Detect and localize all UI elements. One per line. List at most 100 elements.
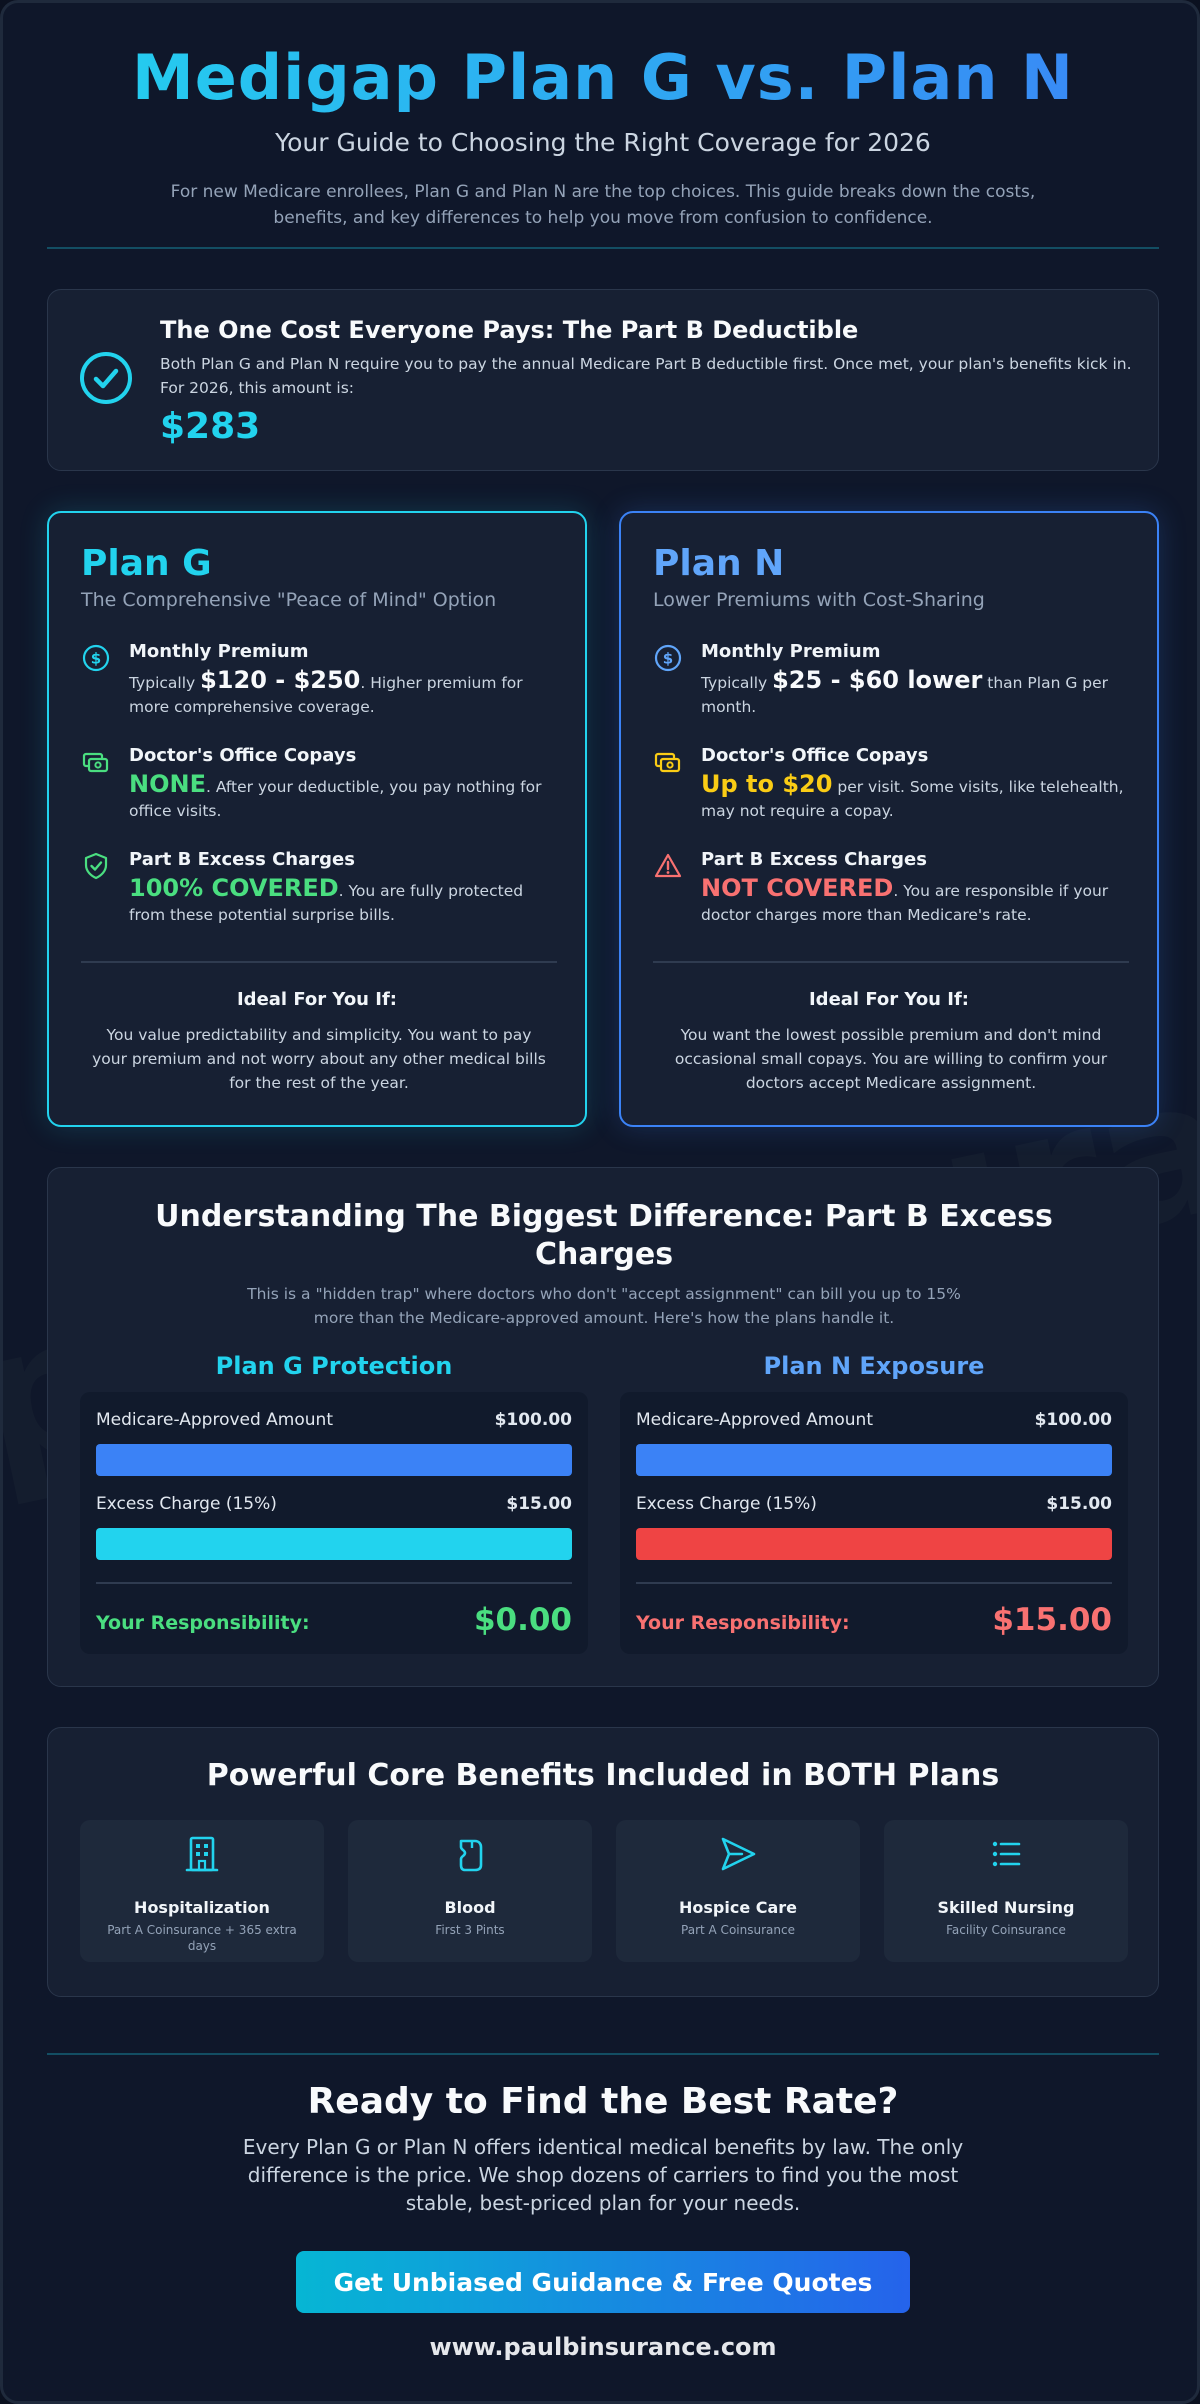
- deductible-heading: The One Cost Everyone Pays: The Part B D…: [160, 316, 859, 344]
- benefit-name: Hospitalization: [134, 1898, 270, 1917]
- plan-g-protection-title: Plan G Protection: [215, 1352, 453, 1380]
- plan-n-excess-row: Excess Charge (15%) $15.00: [636, 1494, 1112, 1514]
- plan-g-excess-bar: [96, 1528, 572, 1560]
- benefit-name: Skilled Nursing: [937, 1898, 1075, 1917]
- plan-n-approved-bar: [636, 1444, 1112, 1476]
- plan-g-approved-row: Medicare-Approved Amount $100.00: [96, 1410, 572, 1430]
- cta-divider: [47, 2053, 1159, 2055]
- benefit-tile-hospitalization: Hospitalization Part A Coinsurance + 365…: [80, 1820, 324, 1962]
- plan-g-copays-post: . After your deductible, you pay nothing…: [129, 778, 542, 820]
- plan-g-copays: Doctor's Office Copays NONE. After your …: [81, 745, 561, 823]
- deductible-text: Both Plan G and Plan N require you to pa…: [160, 355, 1132, 397]
- plan-g-excess-value: 100% COVERED: [129, 874, 339, 902]
- plan-n-excess-bar: [636, 1528, 1112, 1560]
- plan-n-excess-label: Excess Charge (15%): [636, 1494, 817, 1514]
- plan-g-resp-label: Your Responsibility:: [96, 1612, 310, 1634]
- plan-n-resp-label: Your Responsibility:: [636, 1612, 850, 1634]
- page-title: Medigap Plan G vs. Plan N: [3, 41, 1197, 114]
- benefits-heading: Powerful Core Benefits Included in BOTH …: [206, 1758, 1000, 1793]
- shield-check-icon: [84, 852, 108, 880]
- dollar-circle-icon: $: [654, 644, 682, 672]
- plan-g-calc-divider: [96, 1582, 572, 1584]
- plan-g-excess: Part B Excess Charges 100% COVERED. You …: [81, 849, 561, 927]
- header: Medigap Plan G vs. Plan N Your Guide to …: [3, 41, 1197, 231]
- check-circle-icon: [80, 352, 132, 404]
- plan-n-approved-label: Medicare-Approved Amount: [636, 1410, 873, 1430]
- plan-n-approved-row: Medicare-Approved Amount $100.00: [636, 1410, 1112, 1430]
- plan-n-resp-value: $15.00: [992, 1602, 1112, 1638]
- warning-triangle-icon: [654, 853, 682, 878]
- plan-n-excess-charge-value: $15.00: [1046, 1494, 1112, 1514]
- svg-text:$: $: [91, 650, 101, 668]
- plan-g-excess-row: Excess Charge (15%) $15.00: [96, 1494, 572, 1514]
- plan-g-approved-bar: [96, 1444, 572, 1476]
- plan-g-premium-post: . Higher premium for more comprehensive …: [129, 674, 523, 716]
- plan-n-excess-heading: Part B Excess Charges: [701, 849, 927, 870]
- benefit-name: Blood: [444, 1898, 496, 1917]
- hospital-icon: [185, 1836, 219, 1872]
- plan-n-exposure-title: Plan N Exposure: [763, 1352, 985, 1380]
- plan-n-premium-post: than Plan G per month.: [701, 674, 1109, 716]
- benefit-tile-hospice: Hospice Care Part A Coinsurance: [616, 1820, 860, 1962]
- plan-n-copays: Doctor's Office Copays Up to $20 per vis…: [653, 745, 1133, 823]
- page-subtitle: Your Guide to Choosing the Right Coverag…: [275, 128, 931, 157]
- plan-n-excess: Part B Excess Charges NOT COVERED. You a…: [653, 849, 1133, 927]
- plan-g-copays-heading: Doctor's Office Copays: [129, 745, 357, 766]
- plan-n-ideal-text: You want the lowest possible premium and…: [674, 1026, 1108, 1092]
- plan-n-name: Plan N: [653, 543, 785, 584]
- header-divider: [47, 247, 1159, 249]
- plan-n-calculation: Medicare-Approved Amount $100.00 Excess …: [620, 1392, 1128, 1654]
- plan-n-divider: [653, 961, 1129, 963]
- plan-g-calculation: Medicare-Approved Amount $100.00 Excess …: [80, 1392, 588, 1654]
- benefit-name: Hospice Care: [678, 1898, 798, 1917]
- plan-n-premium-heading: Monthly Premium: [701, 641, 881, 662]
- core-benefits-section: Powerful Core Benefits Included in BOTH …: [47, 1727, 1159, 1997]
- plan-n-excess-post: . You are responsible if your doctor cha…: [701, 882, 1109, 924]
- list-icon: [992, 1841, 1021, 1867]
- excess-heading: Understanding The Biggest Difference: Pa…: [155, 1199, 1053, 1272]
- plan-g-ideal-heading: Ideal For You If:: [236, 989, 397, 1010]
- plan-g-premium-heading: Monthly Premium: [129, 641, 309, 662]
- plan-g-premium: $ Monthly Premium Typically $120 - $250.…: [81, 641, 561, 719]
- plan-n-copays-heading: Doctor's Office Copays: [701, 745, 929, 766]
- plan-g-tagline: The Comprehensive "Peace of Mind" Option: [81, 589, 497, 611]
- plan-g-approved-value: $100.00: [494, 1410, 572, 1430]
- plan-g-divider: [81, 961, 557, 963]
- plan-n-premium-pre: Typically: [701, 674, 773, 692]
- cta-text: Every Plan G or Plan N offers identical …: [242, 2135, 964, 2215]
- plan-g-excess-heading: Part B Excess Charges: [129, 849, 355, 870]
- deductible-card: The One Cost Everyone Pays: The Part B D…: [47, 289, 1159, 471]
- benefit-sub: First 3 Pints: [435, 1923, 505, 1937]
- website-link[interactable]: www.paulbinsurance.com: [429, 2333, 777, 2361]
- plan-g-approved-label: Medicare-Approved Amount: [96, 1410, 333, 1430]
- svg-text:$: $: [663, 650, 673, 668]
- cash-icon: [654, 752, 681, 773]
- plan-g-name: Plan G: [81, 543, 212, 584]
- plan-n-tagline: Lower Premiums with Cost-Sharing: [653, 589, 985, 611]
- plan-g-card: Plan G The Comprehensive "Peace of Mind"…: [47, 511, 587, 1127]
- excess-charges-section: Understanding The Biggest Difference: Pa…: [47, 1167, 1159, 1687]
- benefit-sub: Part A Coinsurance + 365 extra days: [107, 1923, 297, 1953]
- benefit-tile-blood: Blood First 3 Pints: [348, 1820, 592, 1962]
- dollar-circle-icon: $: [82, 644, 110, 672]
- plan-n-ideal-heading: Ideal For You If:: [808, 989, 969, 1010]
- plan-n-responsibility: Your Responsibility: $15.00: [636, 1602, 1112, 1642]
- plan-g-responsibility: Your Responsibility: $0.00: [96, 1602, 572, 1642]
- plan-g-resp-value: $0.00: [473, 1602, 572, 1638]
- cta-heading: Ready to Find the Best Rate?: [307, 2081, 899, 2122]
- plan-g-excess-label: Excess Charge (15%): [96, 1494, 277, 1514]
- plan-n-copays-post: per visit. Some visits, like telehealth,…: [701, 778, 1124, 820]
- plan-n-copays-value: Up to $20: [701, 770, 833, 798]
- benefit-sub: Part A Coinsurance: [681, 1923, 795, 1937]
- plan-g-copays-value: NONE: [129, 770, 206, 798]
- plan-n-excess-value: NOT COVERED: [701, 874, 894, 902]
- plan-g-ideal-text: You value predictability and simplicity.…: [92, 1026, 546, 1092]
- get-quotes-button[interactable]: Get Unbiased Guidance & Free Quotes: [296, 2251, 910, 2313]
- plan-g-premium-value: $120 - $250: [200, 666, 361, 694]
- excess-subtext: This is a "hidden trap" where doctors wh…: [247, 1285, 961, 1327]
- plan-n-calc-divider: [636, 1582, 1112, 1584]
- blood-bag-icon: [459, 1839, 483, 1872]
- plan-n-premium: $ Monthly Premium Typically $25 - $60 lo…: [653, 641, 1133, 719]
- plan-n-approved-value: $100.00: [1034, 1410, 1112, 1430]
